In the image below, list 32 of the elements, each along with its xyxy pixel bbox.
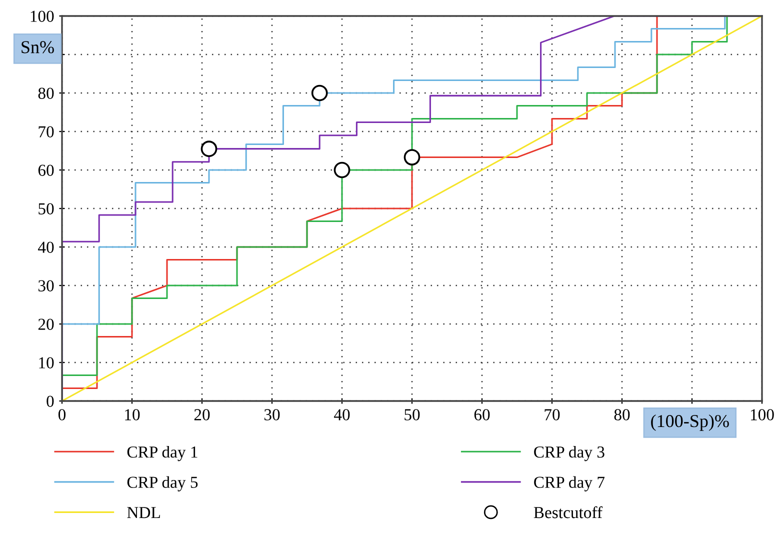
point	[311, 84, 328, 102]
legend-label: CRP day 7	[534, 476, 605, 492]
y-tick-label: 10	[39, 357, 54, 368]
legend-label: CRP day 5	[127, 476, 198, 492]
y-tick-label: 30	[38, 280, 54, 292]
x-tick-label: 60	[474, 409, 490, 420]
y-tick-label: 70	[38, 126, 54, 138]
x-axis-title: (100-Sp)%	[651, 414, 729, 431]
y-tick-label: 40	[38, 242, 54, 253]
x-tick-label: 50	[404, 409, 420, 420]
y-tick-label: 50	[38, 203, 54, 214]
y-tick-label: 100	[30, 10, 54, 22]
x-tick-label: 80	[614, 409, 630, 420]
x-tick-label: 40	[334, 409, 350, 420]
x-tick-label: 100	[750, 409, 774, 420]
point	[404, 149, 420, 166]
x-tick-label: 10	[125, 409, 140, 420]
point	[334, 162, 350, 178]
y-tick-label: 60	[38, 164, 54, 176]
legend-label: CRP day 1	[127, 446, 198, 462]
legend-label: NDL	[127, 507, 160, 518]
x-tick-label: 20	[194, 409, 210, 420]
y-tick-label: 20	[38, 318, 54, 330]
y-tick-label: 0	[46, 396, 54, 407]
legend-label: Bestcutoff	[534, 506, 603, 518]
x-tick-label: 0	[58, 409, 66, 420]
legend-label: CRP day 3	[534, 446, 604, 462]
x-tick-label: 30	[264, 409, 280, 420]
point	[200, 140, 218, 158]
y-tick-label: 80	[38, 88, 54, 99]
y-axis-title: Sn%	[22, 41, 54, 54]
x-tick-label: 70	[544, 409, 560, 420]
